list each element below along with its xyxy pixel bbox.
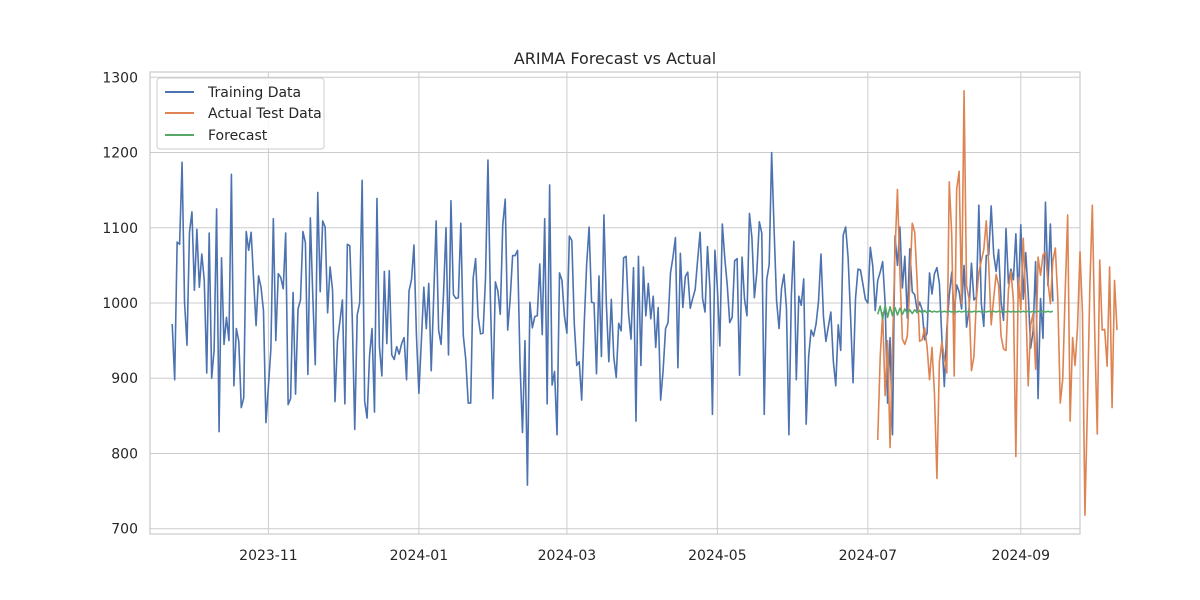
y-tick-label: 700 (111, 522, 138, 538)
x-tick-label: 2024-03 (538, 548, 597, 564)
x-axis-ticks: 2023-11 2024-01 2024-03 2024-05 2024-07 2024-… (239, 548, 1050, 564)
series-line-actual-test-data (876, 90, 1118, 516)
legend-label-forecast: Forecast (208, 128, 268, 144)
legend-label-actual: Actual Test Data (208, 106, 322, 122)
y-tick-label: 800 (111, 446, 138, 462)
x-tick-label: 2023-11 (239, 548, 298, 564)
legend: Training Data Actual Test Data Forecast (156, 77, 325, 150)
y-axis-ticks: 700 800 900 1000 1100 1200 1300 (102, 70, 138, 537)
legend-box (156, 77, 325, 150)
x-tick-label: 2024-09 (992, 548, 1051, 564)
legend-label-training: Training Data (207, 85, 301, 101)
y-tick-label: 1100 (102, 221, 138, 237)
series-lines (171, 90, 1118, 516)
x-tick-label: 2024-05 (688, 548, 747, 564)
y-tick-label: 900 (111, 371, 138, 387)
y-tick-label: 1300 (102, 70, 138, 86)
series-line-training-data (171, 151, 1054, 486)
x-tick-label: 2024-07 (839, 548, 898, 564)
y-tick-label: 1200 (102, 146, 138, 162)
chart-title: ARIMA Forecast vs Actual (514, 49, 716, 68)
series-line-forecast (876, 304, 1054, 320)
grid-lines (150, 72, 1080, 534)
x-tick-label: 2024-01 (390, 548, 449, 564)
y-tick-label: 1000 (102, 296, 138, 312)
